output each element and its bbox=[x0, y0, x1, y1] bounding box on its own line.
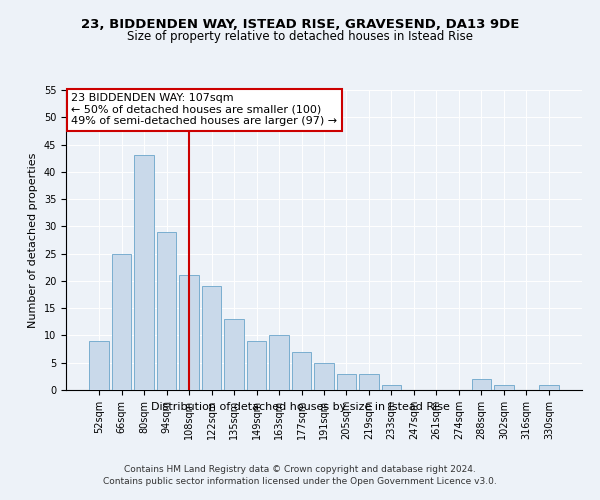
Bar bbox=[202, 286, 221, 390]
Text: Contains public sector information licensed under the Open Government Licence v3: Contains public sector information licen… bbox=[103, 478, 497, 486]
Bar bbox=[472, 379, 491, 390]
Bar bbox=[359, 374, 379, 390]
Y-axis label: Number of detached properties: Number of detached properties bbox=[28, 152, 38, 328]
Text: Size of property relative to detached houses in Istead Rise: Size of property relative to detached ho… bbox=[127, 30, 473, 43]
Bar bbox=[292, 352, 311, 390]
Bar bbox=[269, 336, 289, 390]
Bar bbox=[134, 156, 154, 390]
Bar bbox=[112, 254, 131, 390]
Bar bbox=[337, 374, 356, 390]
Text: 23 BIDDENDEN WAY: 107sqm
← 50% of detached houses are smaller (100)
49% of semi-: 23 BIDDENDEN WAY: 107sqm ← 50% of detach… bbox=[71, 93, 337, 126]
Bar bbox=[247, 341, 266, 390]
Text: Distribution of detached houses by size in Istead Rise: Distribution of detached houses by size … bbox=[151, 402, 449, 412]
Bar bbox=[314, 362, 334, 390]
Bar bbox=[382, 384, 401, 390]
Bar bbox=[89, 341, 109, 390]
Bar bbox=[224, 319, 244, 390]
Bar bbox=[494, 384, 514, 390]
Bar bbox=[179, 276, 199, 390]
Bar bbox=[539, 384, 559, 390]
Text: Contains HM Land Registry data © Crown copyright and database right 2024.: Contains HM Land Registry data © Crown c… bbox=[124, 465, 476, 474]
Bar bbox=[157, 232, 176, 390]
Text: 23, BIDDENDEN WAY, ISTEAD RISE, GRAVESEND, DA13 9DE: 23, BIDDENDEN WAY, ISTEAD RISE, GRAVESEN… bbox=[81, 18, 519, 30]
